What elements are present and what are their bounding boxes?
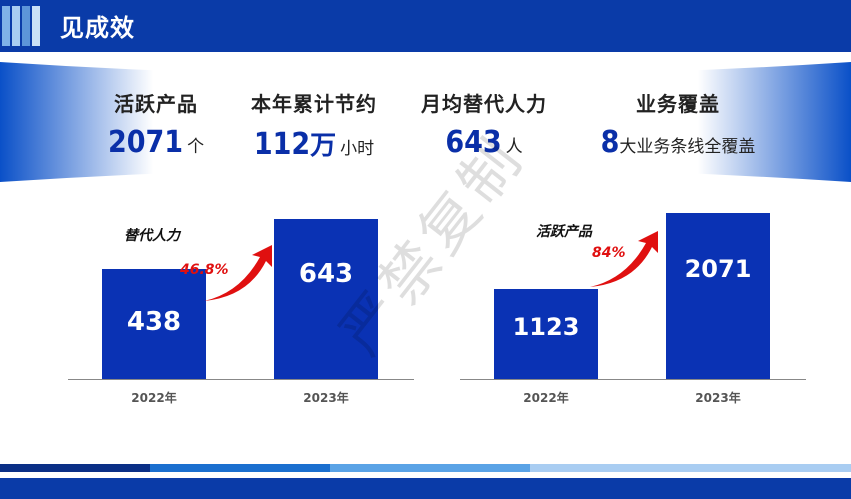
stat-value-row: 643 人 — [412, 125, 556, 160]
stat-unit-big: 万 — [310, 131, 337, 161]
stats-band-background — [0, 62, 851, 182]
growth-label: 84% — [592, 245, 626, 261]
stat-value-row: 2071 个 — [96, 125, 216, 160]
bar-value-label: 1123 — [512, 313, 580, 341]
stat-label: 业务覆盖 — [636, 92, 720, 116]
growth-label: 46.8% — [180, 262, 229, 278]
stat-unit: 小时 — [340, 139, 375, 159]
stat-unit: 个 — [187, 137, 205, 157]
stat-number: 8 — [600, 125, 620, 160]
chart-active-products: 活跃产品 1123 2071 84% 2022年 2023年 — [452, 205, 812, 415]
footer-bar — [0, 478, 851, 499]
growth-arrow-icon — [590, 231, 658, 287]
stat-hours-saved: 本年累计节约 112万 小时 — [244, 88, 384, 162]
x-tick-label: 2022年 — [523, 391, 569, 405]
stat-business-coverage: 业务覆盖 8大业务条线全覆盖 — [588, 88, 768, 160]
bar-2022: 1123 — [494, 289, 598, 379]
stat-number: 112 — [253, 127, 311, 162]
stat-active-products: 活跃产品 2071 个 — [96, 88, 216, 160]
growth-arrow-icon — [204, 245, 272, 301]
stat-unit: 大业务条线全覆盖 — [619, 137, 756, 157]
bottom-decoration-strip — [0, 464, 851, 472]
stat-number: 2071 — [107, 125, 184, 160]
page-title: 见成效 — [60, 14, 135, 42]
x-tick-label: 2023年 — [695, 391, 741, 405]
stat-number: 643 — [445, 125, 502, 160]
x-tick-label: 2022年 — [131, 391, 177, 405]
stat-label: 活跃产品 — [114, 92, 198, 116]
stat-manpower-replaced: 月均替代人力 643 人 — [412, 88, 556, 160]
stat-unit: 人 — [505, 137, 523, 157]
stat-value-row: 112万 小时 — [244, 125, 384, 162]
header-stripes-decoration — [0, 0, 44, 52]
x-axis — [68, 379, 414, 380]
bar-value-label: 2071 — [684, 255, 752, 283]
header-bar: 见成效 — [0, 0, 851, 52]
stat-label: 本年累计节约 — [251, 92, 377, 116]
chart-title: 活跃产品 — [536, 224, 592, 240]
bar-2023: 643 — [274, 219, 378, 379]
bar-value-label: 438 — [126, 307, 182, 337]
x-axis — [460, 379, 806, 380]
stat-label: 月均替代人力 — [421, 92, 547, 116]
bar-2022: 438 — [102, 269, 206, 379]
bar-2023: 2071 — [666, 213, 770, 379]
chart-title: 替代人力 — [124, 228, 180, 244]
stat-value-row: 8大业务条线全覆盖 — [588, 125, 768, 160]
bar-value-label: 643 — [298, 259, 354, 289]
chart-manpower: 替代人力 438 643 46.8% 2022年 2023年 — [60, 205, 420, 415]
x-tick-label: 2023年 — [303, 391, 349, 405]
